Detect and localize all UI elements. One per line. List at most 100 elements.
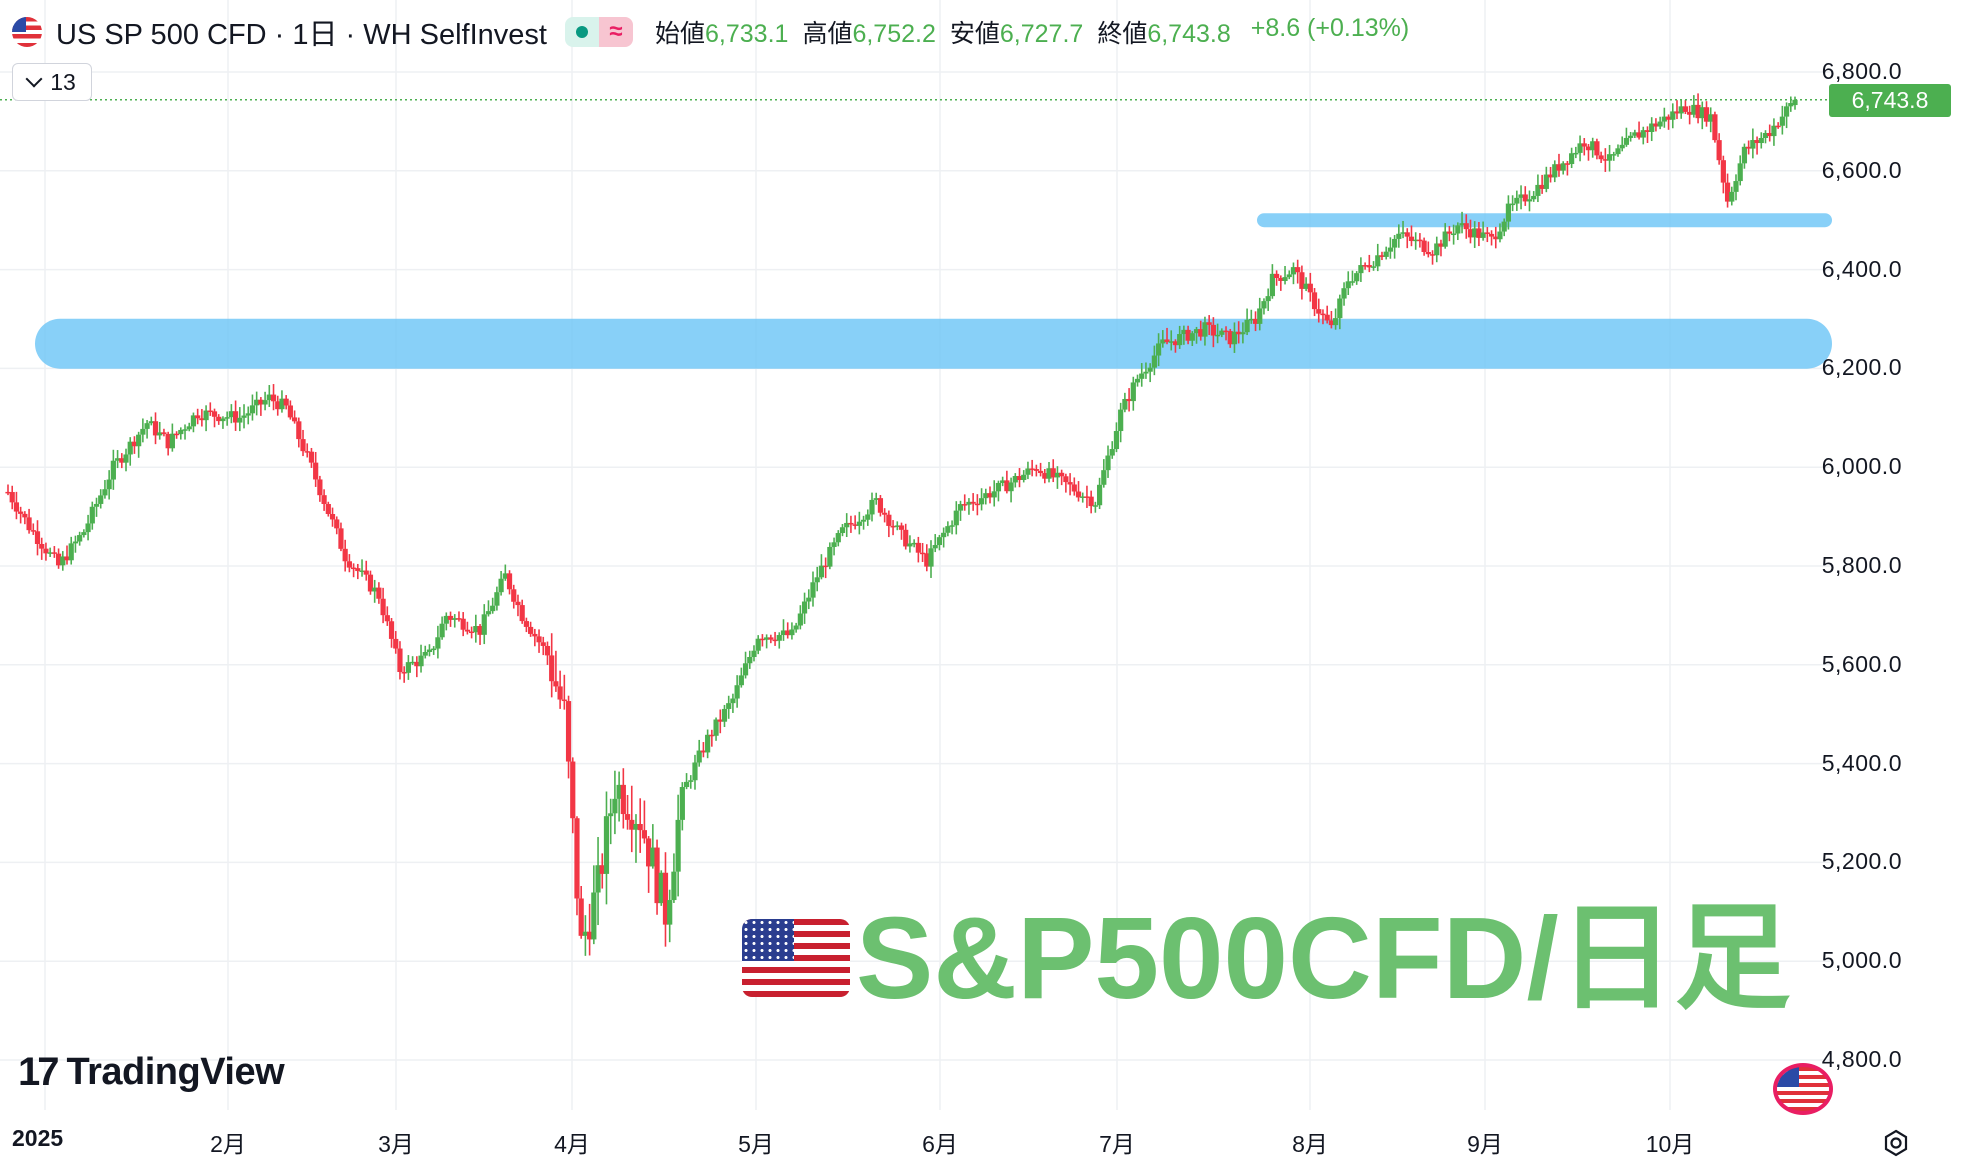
candle-body: [393, 638, 399, 649]
candle-body: [161, 432, 167, 434]
candle-body: [1295, 267, 1301, 273]
candle-body: [1493, 236, 1499, 240]
candle-body: [1333, 318, 1339, 326]
high-label: 高値: [802, 20, 853, 48]
candle-body: [667, 900, 673, 925]
candle-body: [835, 533, 841, 543]
overlay-title: S&P500CFD/日足: [742, 900, 1791, 1016]
candle-body: [1429, 254, 1436, 256]
candle-body: [1303, 283, 1309, 289]
candle-body: [696, 750, 702, 763]
candle-body: [1042, 473, 1048, 479]
candle-body: [1172, 341, 1179, 346]
candle-body: [1193, 329, 1200, 334]
candle-body: [422, 652, 428, 656]
candle-body: [650, 847, 656, 867]
candle-body: [68, 543, 74, 561]
candle-body: [578, 898, 584, 936]
indicator-toggle-button[interactable]: 13: [12, 63, 92, 101]
candle-body: [1219, 330, 1225, 335]
candle-body: [490, 605, 496, 612]
candle-body: [932, 545, 938, 549]
market-open-icon[interactable]: [565, 17, 599, 47]
candle-body: [1379, 255, 1385, 257]
symbol-title[interactable]: US SP 500 CFD · 1日 · WH SelfInvest: [56, 19, 547, 51]
candle-body: [334, 519, 340, 529]
candle-body: [199, 418, 205, 421]
settings-icon[interactable]: [1882, 1129, 1910, 1157]
candle-body: [131, 441, 138, 447]
candle-body: [1455, 225, 1461, 234]
candle-body: [98, 495, 104, 504]
candle-body: [39, 543, 45, 549]
candle-body: [64, 556, 70, 561]
candle-body: [426, 649, 433, 653]
candle-body: [705, 734, 711, 753]
candle-body: [1560, 163, 1566, 171]
candle-body: [473, 626, 479, 633]
candle-body: [662, 872, 669, 925]
candle-body: [228, 411, 234, 418]
candle-body: [1451, 233, 1457, 236]
candle-body: [1278, 277, 1284, 281]
candle-body: [1438, 243, 1444, 247]
candle-body: [806, 597, 812, 602]
price-axis-label: 6,000.0: [1821, 453, 1902, 480]
candle-body: [515, 601, 521, 606]
status-pill[interactable]: ≈: [565, 17, 633, 47]
candle-body: [1463, 223, 1469, 230]
candle-body: [995, 482, 1002, 492]
candle-body: [966, 501, 972, 505]
candle-body: [1678, 106, 1684, 114]
candle-body: [1198, 329, 1204, 337]
candle-body: [1282, 277, 1288, 281]
candle-body: [127, 441, 133, 455]
candle-body: [624, 814, 631, 820]
candle-body: [730, 698, 736, 704]
candle-body: [511, 589, 517, 602]
candle-body: [173, 433, 180, 436]
candle-body: [300, 439, 306, 452]
candle-body: [1231, 331, 1238, 345]
candle-body: [978, 498, 985, 505]
candle-body: [924, 553, 930, 567]
candle-body: [77, 535, 83, 542]
candle-body: [211, 411, 218, 417]
candle-body: [608, 813, 614, 817]
candle-body: [169, 433, 175, 449]
candle-body: [1767, 132, 1773, 137]
candle-body: [140, 428, 146, 435]
candles: [5, 93, 1798, 956]
candle-body: [55, 553, 62, 566]
candle-body: [43, 548, 49, 554]
candle-body: [1370, 266, 1377, 268]
candle-body: [60, 556, 66, 566]
candle-body: [1130, 382, 1136, 402]
wave-icon[interactable]: ≈: [599, 17, 633, 47]
candle-body: [1345, 281, 1351, 289]
candle-body: [249, 405, 256, 414]
candle-body: [679, 787, 685, 820]
us-flag-badge-icon[interactable]: [1773, 1063, 1833, 1115]
candle-body: [772, 639, 778, 642]
candle-body: [144, 423, 150, 429]
candle-body: [1623, 137, 1630, 145]
candle-body: [452, 618, 458, 620]
candle-body: [1396, 233, 1402, 239]
candle-body: [1240, 332, 1246, 335]
candle-body: [1771, 125, 1777, 137]
candle-body: [987, 493, 993, 498]
time-axis-label: 3月: [378, 1131, 414, 1157]
candle-body: [1556, 164, 1562, 171]
candle-body: [1088, 496, 1094, 507]
tradingview-logo[interactable]: 17 TradingView: [18, 1050, 285, 1095]
candle-body: [1387, 247, 1393, 252]
candle-body: [700, 750, 707, 753]
time-axis-label: 7月: [1099, 1131, 1135, 1157]
candle-body: [350, 567, 357, 570]
candle-body: [1788, 103, 1794, 107]
candle-body: [1695, 104, 1701, 119]
candle-body: [431, 648, 437, 651]
candle-body: [1160, 339, 1166, 344]
